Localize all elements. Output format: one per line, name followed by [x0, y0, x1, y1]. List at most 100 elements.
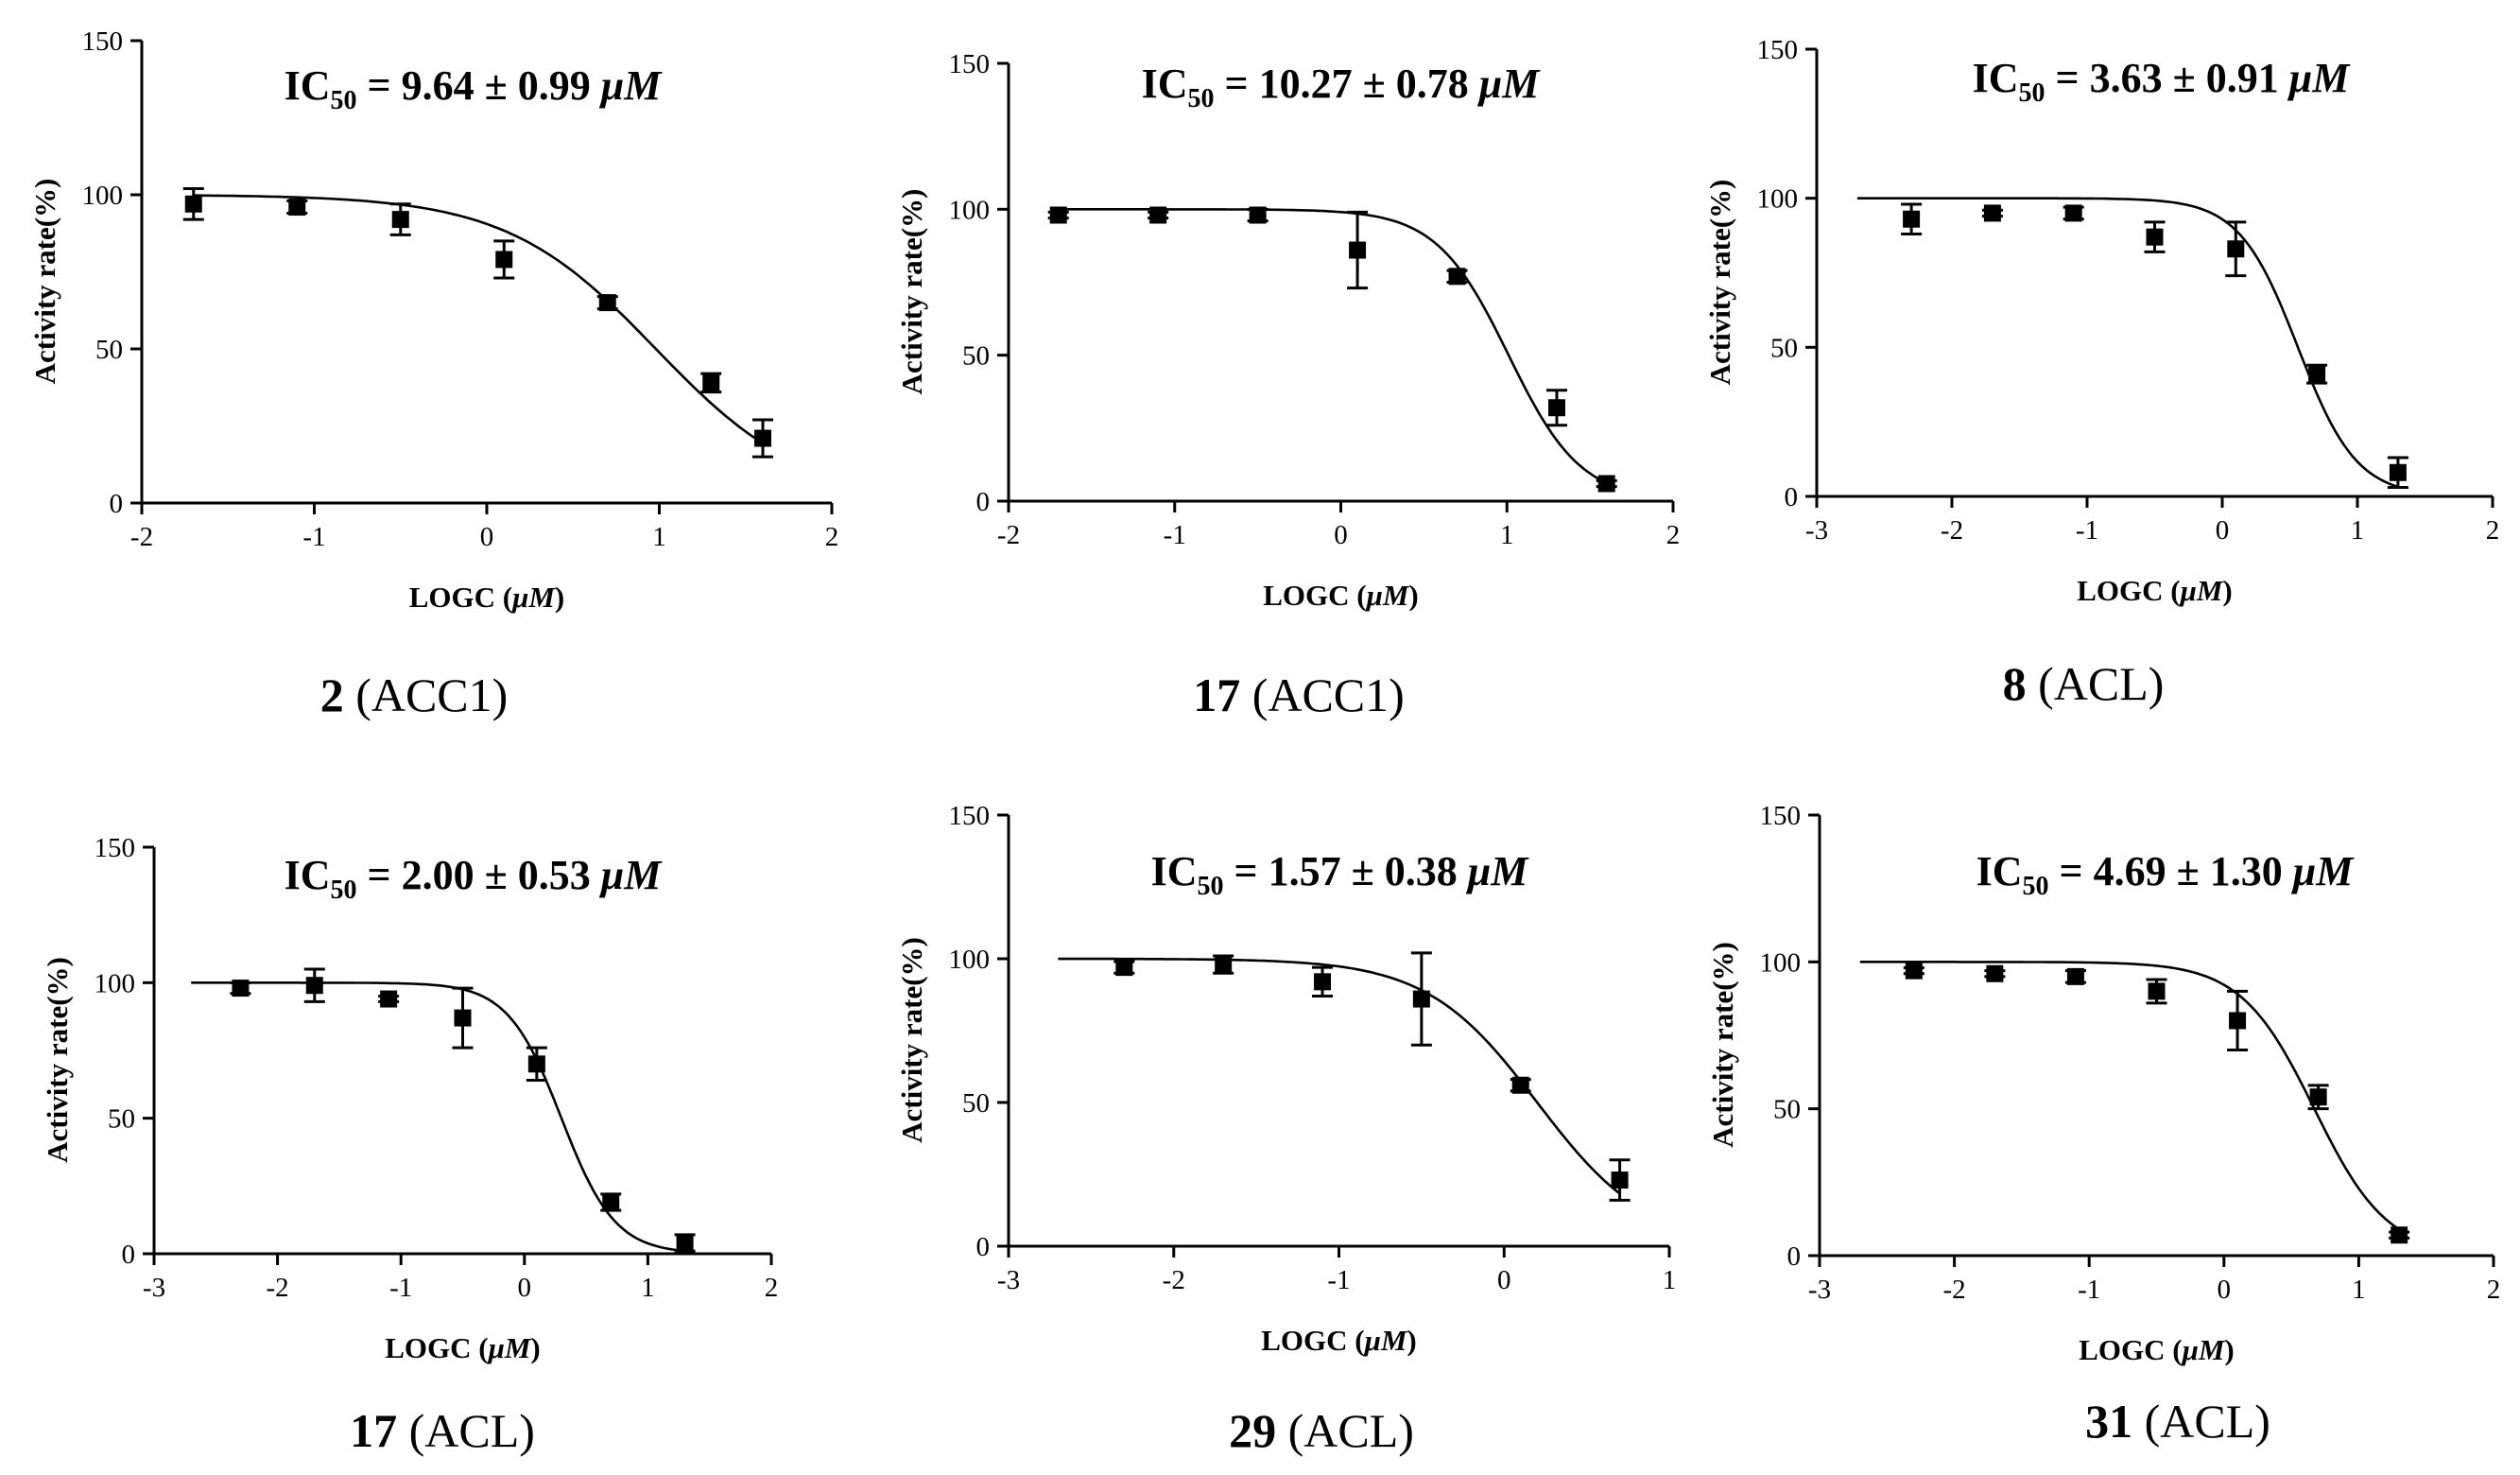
caption-compound: 17 — [350, 1404, 397, 1457]
caption-target: (ACL) — [2027, 657, 2165, 710]
caption-compound: 8 — [2003, 657, 2027, 710]
y-tick-label: 100 — [1757, 184, 1799, 215]
y-axis-label: Activity rate(%) — [1703, 180, 1736, 386]
caption-target: (ACL) — [2132, 1395, 2270, 1448]
chart-title: IC50 = 1.57 ± 0.38 μM — [1151, 848, 1530, 901]
data-point — [1547, 399, 1565, 417]
x-tick-label: -1 — [1327, 1265, 1350, 1295]
data-point — [2391, 1226, 2408, 1244]
x-axis-label-close: ) — [1407, 1324, 1416, 1357]
y-tick-label: 150 — [95, 833, 136, 863]
chart-panel-p3: 0 50 100 150 -3 -2 -1 0 1 2 Activity rate(%) LOGC (… — [1703, 35, 2499, 710]
x-tick-label: 1 — [1663, 1265, 1677, 1295]
title-subscript: 50 — [1188, 84, 1215, 113]
data-point — [1149, 206, 1167, 224]
data-point — [2066, 967, 2084, 985]
data-point — [305, 977, 323, 995]
caption-target: (ACL) — [1276, 1404, 1414, 1457]
x-axis-label-text: LOGC ( — [2079, 1333, 2182, 1366]
x-tick-label: -3 — [1805, 515, 1828, 546]
y-tick-label: 100 — [1760, 947, 1802, 978]
title-ic: IC — [1976, 848, 2023, 894]
title-value: = 10.27 ± 0.78 — [1215, 61, 1479, 107]
data-point — [1983, 204, 2001, 222]
x-axis-label-close: ) — [555, 581, 564, 614]
y-tick-label: 0 — [110, 489, 124, 519]
title-unit: μM — [2291, 848, 2355, 894]
title-value: = 9.64 ± 0.99 — [357, 62, 601, 109]
caption-compound: 2 — [320, 668, 344, 721]
data-point — [2148, 982, 2166, 1000]
x-axis-label-close: ) — [2224, 1333, 2234, 1366]
x-tick-label: 0 — [2216, 515, 2230, 546]
x-tick-label: -2 — [1941, 515, 1963, 546]
y-tick-label: 150 — [949, 49, 991, 79]
title-subscript: 50 — [1198, 872, 1224, 901]
y-tick-label: 100 — [949, 945, 991, 975]
data-point — [2229, 1012, 2247, 1030]
x-tick-label: 2 — [825, 522, 839, 552]
x-tick-label: -1 — [389, 1273, 412, 1303]
x-tick-label: 1 — [2351, 515, 2365, 546]
caption-target: (ACC1) — [1240, 668, 1405, 721]
x-axis-label-text: LOGC ( — [2077, 574, 2180, 607]
data-point — [1448, 268, 1466, 286]
fit-curve — [1856, 197, 2399, 489]
chart-title: IC50 = 4.69 ± 1.30 μM — [1976, 848, 2356, 901]
x-axis-label-unit: μM — [1363, 1324, 1408, 1357]
y-axis-label: Activity rate(%) — [895, 189, 928, 395]
data-point — [2309, 1088, 2327, 1106]
y-tick-label: 0 — [976, 487, 991, 517]
y-axis-label: Activity rate(%) — [895, 937, 928, 1143]
panel-caption: 2 (ACC1) — [320, 668, 509, 721]
y-tick-label: 0 — [1785, 482, 1799, 512]
x-tick-label: 0 — [2218, 1275, 2232, 1305]
y-tick-label: 50 — [962, 341, 990, 372]
x-tick-label: -3 — [997, 1265, 1020, 1295]
x-tick-label: 2 — [2487, 1275, 2501, 1305]
data-point — [527, 1055, 545, 1073]
x-axis-label: LOGC (μM) — [2079, 1333, 2235, 1366]
title-ic: IC — [1151, 848, 1198, 894]
x-tick-label: -1 — [2076, 515, 2098, 546]
data-point — [1314, 973, 1332, 991]
data-point — [1986, 964, 2004, 982]
caption-compound: 17 — [1193, 668, 1240, 721]
x-axis-label: LOGC (μM) — [385, 1331, 541, 1364]
y-tick-label: 150 — [1760, 801, 1802, 831]
panel-caption: 8 (ACL) — [2003, 657, 2165, 710]
panel-caption: 29 (ACL) — [1229, 1404, 1414, 1457]
y-tick-label: 50 — [95, 335, 123, 365]
y-tick-label: 50 — [1770, 333, 1798, 363]
panel-caption: 17 (ACC1) — [1193, 668, 1405, 721]
caption-target: (ACL) — [397, 1404, 535, 1457]
chart-panel-p4: 0 50 100 150 -3 -2 -1 0 1 2 Activity rate(%) LOGC (… — [41, 833, 778, 1457]
x-tick-label: 2 — [1666, 520, 1681, 550]
data-point — [676, 1234, 694, 1252]
x-axis-label-close: ) — [530, 1331, 540, 1364]
data-point — [1215, 956, 1233, 974]
x-tick-label: 1 — [1500, 520, 1514, 550]
y-tick-label: 50 — [1773, 1095, 1801, 1125]
data-point — [1511, 1076, 1529, 1094]
data-point — [1249, 206, 1267, 224]
x-tick-label: 0 — [1334, 520, 1348, 550]
x-axis-label-unit: μM — [2181, 1333, 2226, 1366]
x-axis-label: LOGC (μM) — [1263, 579, 1419, 612]
y-tick-label: 100 — [95, 968, 136, 998]
data-point — [2389, 463, 2407, 481]
data-point — [1049, 206, 1067, 224]
data-point — [2308, 365, 2326, 383]
data-point — [454, 1009, 472, 1027]
data-point — [598, 294, 616, 312]
x-tick-label: 0 — [518, 1273, 532, 1303]
data-point — [1412, 990, 1430, 1008]
x-tick-label: -2 — [997, 520, 1020, 550]
data-point — [1349, 241, 1367, 259]
x-tick-label: 1 — [2352, 1275, 2366, 1305]
y-tick-label: 100 — [949, 195, 991, 225]
x-tick-label: 0 — [1497, 1265, 1511, 1295]
